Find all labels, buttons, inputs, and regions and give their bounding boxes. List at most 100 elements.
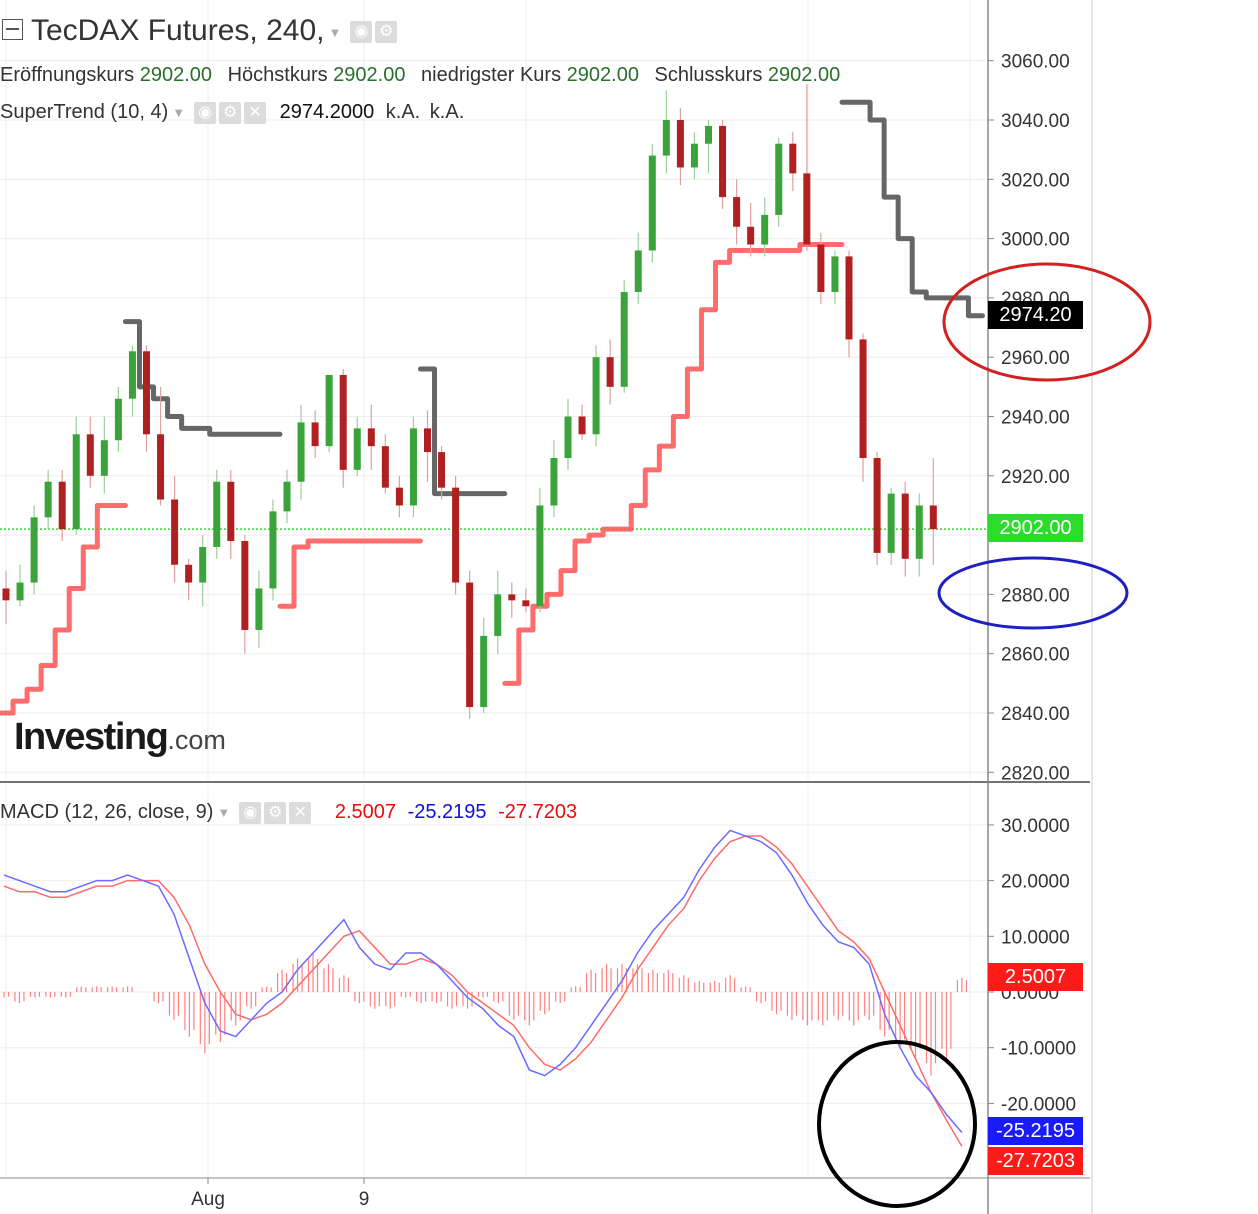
annotation-black-ellipse bbox=[817, 1040, 977, 1208]
candle-body bbox=[409, 428, 417, 506]
supertrend-up-line bbox=[0, 502, 128, 716]
supertrend-value: 2974.2000 bbox=[279, 101, 375, 123]
candle-body bbox=[775, 143, 783, 215]
close-label: Schlusskurs bbox=[654, 64, 763, 86]
macd-tick-label: -10.0000 bbox=[1001, 1039, 1076, 1060]
high-value: 2902.00 bbox=[333, 64, 406, 86]
gear-icon[interactable]: ⚙ bbox=[264, 801, 287, 824]
candle-body bbox=[255, 588, 263, 630]
investing-logo: Investing.com bbox=[14, 716, 226, 758]
candle-body bbox=[634, 250, 642, 292]
candle-body bbox=[901, 493, 909, 559]
time-tick-label: 9 bbox=[359, 1189, 370, 1210]
supertrend-down-line bbox=[839, 99, 985, 319]
candle-body bbox=[171, 499, 179, 565]
eye-icon[interactable]: ◉ bbox=[239, 801, 262, 824]
price-axis: 3060.003040.003020.003000.002980.002960.… bbox=[0, 0, 1093, 1214]
macd-line-value: -25.2195 bbox=[407, 801, 487, 823]
candle-body bbox=[16, 582, 24, 601]
chevron-down-icon[interactable]: ▼ bbox=[172, 105, 186, 121]
candle-body bbox=[72, 434, 80, 530]
low-label: niedrigster Kurs bbox=[421, 64, 562, 86]
candle-body bbox=[466, 582, 474, 708]
candle-body bbox=[592, 357, 600, 435]
candle-body bbox=[199, 546, 207, 583]
candle-body bbox=[676, 120, 684, 168]
candle-body bbox=[241, 541, 249, 630]
open-label: Eröffnungskurs bbox=[0, 64, 135, 86]
price-tick-label: 2840.00 bbox=[1001, 704, 1070, 725]
macd-line-badge: -25.2195 bbox=[988, 1117, 1083, 1145]
candle-body bbox=[381, 446, 389, 488]
price-tick-label: 3040.00 bbox=[1001, 111, 1070, 132]
close-icon[interactable]: ✕ bbox=[244, 101, 267, 124]
candle-body bbox=[227, 481, 235, 542]
candle-body bbox=[719, 125, 727, 198]
macd-hist-value: 2.5007 bbox=[334, 801, 397, 823]
macd-signal-badge: -27.7203 bbox=[988, 1147, 1083, 1175]
macd-line bbox=[3, 829, 963, 1133]
low-value: 2902.00 bbox=[566, 64, 639, 86]
candle-body bbox=[325, 374, 333, 447]
chevron-down-icon[interactable]: ▼ bbox=[217, 805, 231, 821]
candle-body bbox=[747, 226, 755, 245]
candle-body bbox=[185, 564, 193, 583]
macd-signal-line bbox=[3, 835, 963, 1147]
candle-body bbox=[761, 214, 769, 245]
eye-icon[interactable]: ◉ bbox=[350, 21, 373, 44]
macd-legend: MACD (12, 26, close, 9) ▼ ◉ ⚙ ✕ 2.5007 -25.2… bbox=[0, 801, 577, 824]
annotation-blue-ellipse bbox=[937, 556, 1129, 630]
open-value: 2902.00 bbox=[139, 64, 213, 86]
candle-body bbox=[817, 244, 825, 292]
price-panel bbox=[0, 84, 988, 719]
last-price-badge: 2902.00 bbox=[988, 514, 1083, 542]
high-label: Höchstkurs bbox=[227, 64, 328, 86]
price-tick-label: 2960.00 bbox=[1001, 348, 1070, 369]
candle-body bbox=[550, 458, 558, 506]
candle-body bbox=[831, 256, 839, 292]
annotation-red-ellipse bbox=[942, 262, 1152, 382]
price-tick-label: 2940.00 bbox=[1001, 408, 1070, 429]
candle-body bbox=[648, 155, 656, 251]
price-tick-label: 3020.00 bbox=[1001, 170, 1070, 191]
eye-icon[interactable]: ◉ bbox=[194, 101, 217, 124]
candle-body bbox=[564, 416, 572, 459]
annotations bbox=[817, 262, 1152, 1208]
candle-body bbox=[297, 422, 305, 482]
candle-body bbox=[339, 374, 347, 470]
candle-body bbox=[311, 422, 319, 447]
candle-body bbox=[452, 487, 460, 583]
candle-body bbox=[915, 505, 923, 559]
supertrend-legend: SuperTrend (10, 4) ▼ ◉ ⚙ ✕ 2974.2000 k.A. k.… bbox=[0, 101, 464, 124]
macd-label: MACD (12, 26, close, 9) bbox=[0, 801, 214, 823]
macd-hist-badge: 2.5007 bbox=[988, 963, 1083, 991]
candle-body bbox=[44, 481, 52, 518]
candle-body bbox=[480, 635, 488, 708]
supertrend-na-1: k.A. bbox=[385, 101, 421, 123]
symbol-legend: TecDAX Futures, 240, ▼ ◉ ⚙ bbox=[0, 14, 398, 48]
price-tick-label: 2920.00 bbox=[1001, 467, 1070, 488]
gear-icon[interactable]: ⚙ bbox=[219, 101, 242, 124]
collapse-icon[interactable] bbox=[2, 18, 23, 40]
price-tick-label: 3000.00 bbox=[1001, 230, 1070, 251]
candle-body bbox=[578, 416, 586, 435]
chevron-down-icon[interactable]: ▼ bbox=[328, 24, 342, 40]
candle-body bbox=[606, 357, 614, 387]
price-tick-label: 3060.00 bbox=[1001, 52, 1070, 73]
candle-body bbox=[859, 339, 867, 459]
close-icon[interactable]: ✕ bbox=[289, 801, 312, 824]
ohlc-legend: Eröffnungskurs 2902.00 Höchstkurs 2902.0… bbox=[0, 64, 850, 87]
candle-body bbox=[157, 434, 165, 500]
time-tick-label: Aug bbox=[191, 1189, 225, 1210]
supertrend-label: SuperTrend (10, 4) bbox=[0, 101, 169, 123]
supertrend-up-line bbox=[277, 538, 423, 609]
candle-body bbox=[789, 143, 797, 174]
gear-icon[interactable]: ⚙ bbox=[375, 21, 398, 44]
candle-body bbox=[705, 125, 712, 144]
candle-body bbox=[508, 594, 516, 601]
candle-body bbox=[536, 505, 544, 607]
candle-body bbox=[733, 197, 741, 227]
price-tick-label: 2860.00 bbox=[1001, 645, 1070, 666]
macd-signal-value: -27.7203 bbox=[498, 801, 578, 823]
